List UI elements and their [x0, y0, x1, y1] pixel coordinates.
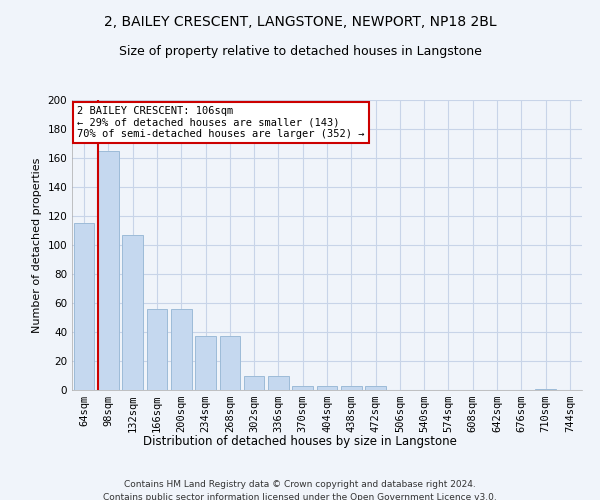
- Text: Size of property relative to detached houses in Langstone: Size of property relative to detached ho…: [119, 45, 481, 58]
- Y-axis label: Number of detached properties: Number of detached properties: [32, 158, 42, 332]
- Text: 2 BAILEY CRESCENT: 106sqm
← 29% of detached houses are smaller (143)
70% of semi: 2 BAILEY CRESCENT: 106sqm ← 29% of detac…: [77, 106, 365, 139]
- Bar: [292, 386, 313, 390]
- Text: 2, BAILEY CRESCENT, LANGSTONE, NEWPORT, NP18 2BL: 2, BAILEY CRESCENT, LANGSTONE, NEWPORT, …: [104, 15, 496, 29]
- Bar: [122, 235, 143, 390]
- Bar: [74, 223, 94, 390]
- Bar: [317, 386, 337, 390]
- Bar: [341, 386, 362, 390]
- Bar: [268, 376, 289, 390]
- Text: Distribution of detached houses by size in Langstone: Distribution of detached houses by size …: [143, 435, 457, 448]
- Text: Contains HM Land Registry data © Crown copyright and database right 2024.
Contai: Contains HM Land Registry data © Crown c…: [103, 480, 497, 500]
- Bar: [220, 336, 240, 390]
- Bar: [535, 388, 556, 390]
- Bar: [98, 151, 119, 390]
- Bar: [365, 386, 386, 390]
- Bar: [195, 336, 216, 390]
- Bar: [146, 309, 167, 390]
- Bar: [244, 376, 265, 390]
- Bar: [171, 309, 191, 390]
